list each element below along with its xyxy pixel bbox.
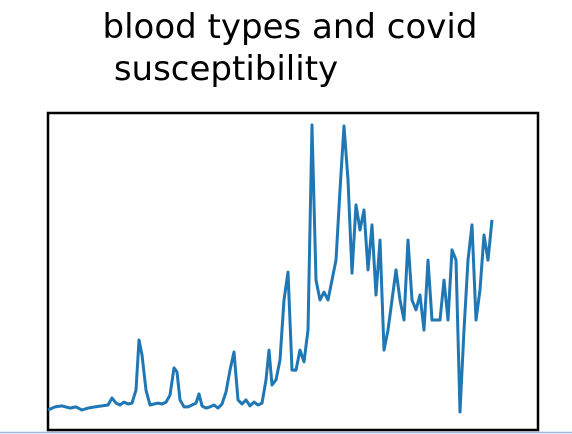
plot-frame	[46, 111, 540, 432]
chart-title: blood types and covid susceptibility	[103, 7, 478, 89]
data-line	[47, 123, 494, 414]
